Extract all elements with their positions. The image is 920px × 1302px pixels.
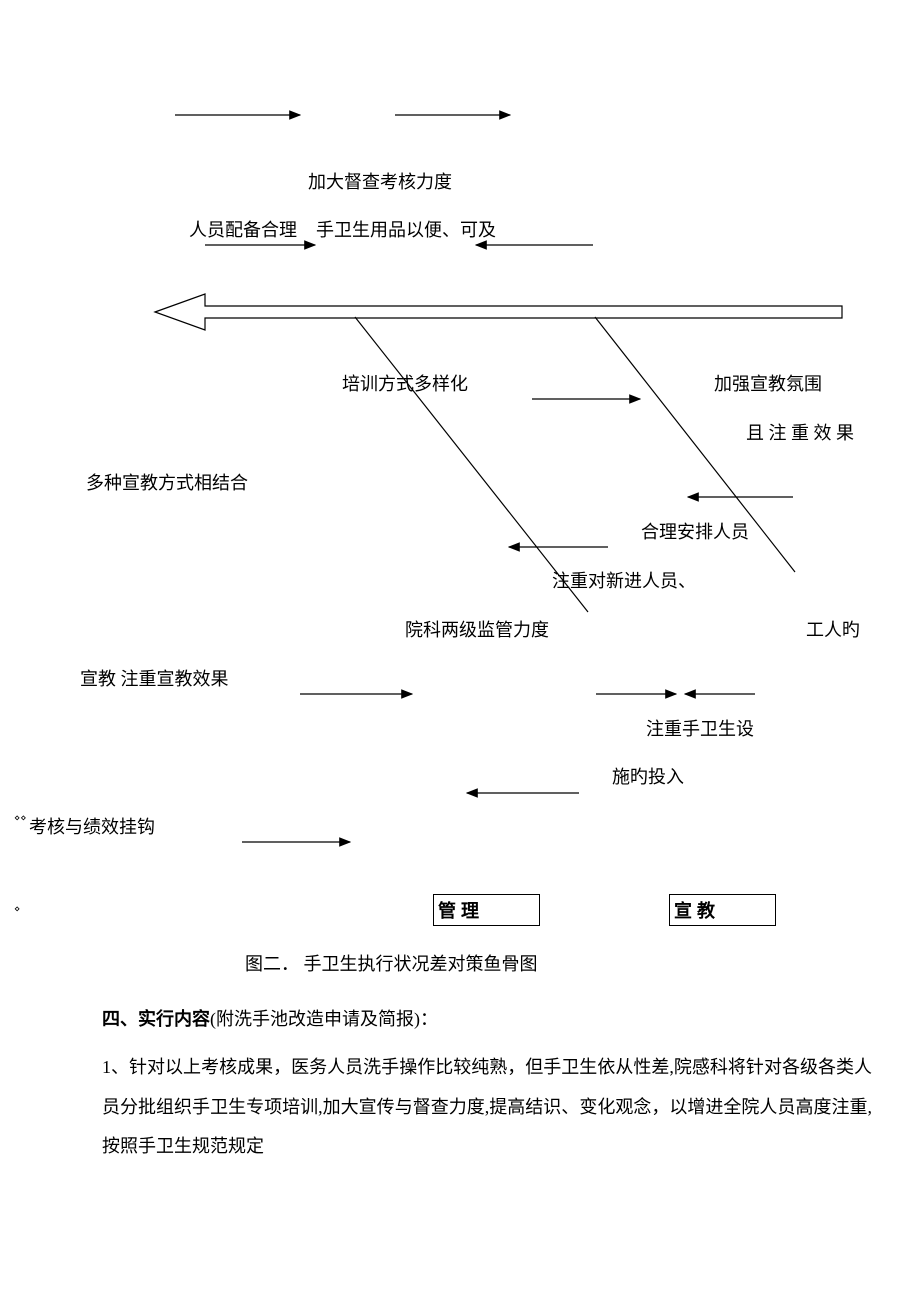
figure-caption: 图二． 手卫生执行状况差对策鱼骨图	[245, 950, 538, 976]
label-multi-education: 多种宣教方式相结合	[86, 469, 248, 495]
label-supplies: 手卫生用品以便、可及	[316, 216, 496, 242]
label-education-effect: 且 注 重 效 果	[746, 419, 854, 445]
label-arrange-staff: 合理安排人员	[641, 518, 749, 544]
label-facilities-b: 施旳投入	[612, 763, 684, 789]
fishbone-svg	[0, 0, 920, 920]
category-box-management: 管 理	[433, 894, 540, 926]
label-performance: 考核与绩效挂钩	[29, 813, 155, 839]
category-box-education: 宣 教	[669, 894, 776, 926]
label-supervision: 加大督查考核力度	[308, 168, 452, 194]
label-new-staff: 注重对新进人员、	[552, 567, 696, 593]
label-workers: 工人旳	[806, 616, 860, 642]
label-education-atmosphere: 加强宣教氛围	[714, 370, 822, 396]
section-heading: 四、实行内容	[102, 1009, 210, 1029]
label-staffing: 人员配备合理	[189, 216, 297, 242]
marker-dot-2: ⋄	[14, 904, 20, 915]
label-training: 培训方式多样化	[342, 370, 468, 396]
marker-dot-1: ⋄⋄	[14, 813, 27, 824]
label-facilities-a: 注重手卫生设	[646, 715, 754, 741]
label-two-level-supervision: 院科两级监管力度	[405, 616, 549, 642]
label-education-effect-2: 宣教 注重宣教效果	[80, 665, 229, 691]
paragraph-1: 1、针对以上考核成果，医务人员洗手操作比较纯熟，但手卫生依从性差,院感科将针对各…	[102, 1048, 872, 1167]
section-heading-suffix: (附洗手池改造申请及简报)：	[210, 1009, 438, 1029]
